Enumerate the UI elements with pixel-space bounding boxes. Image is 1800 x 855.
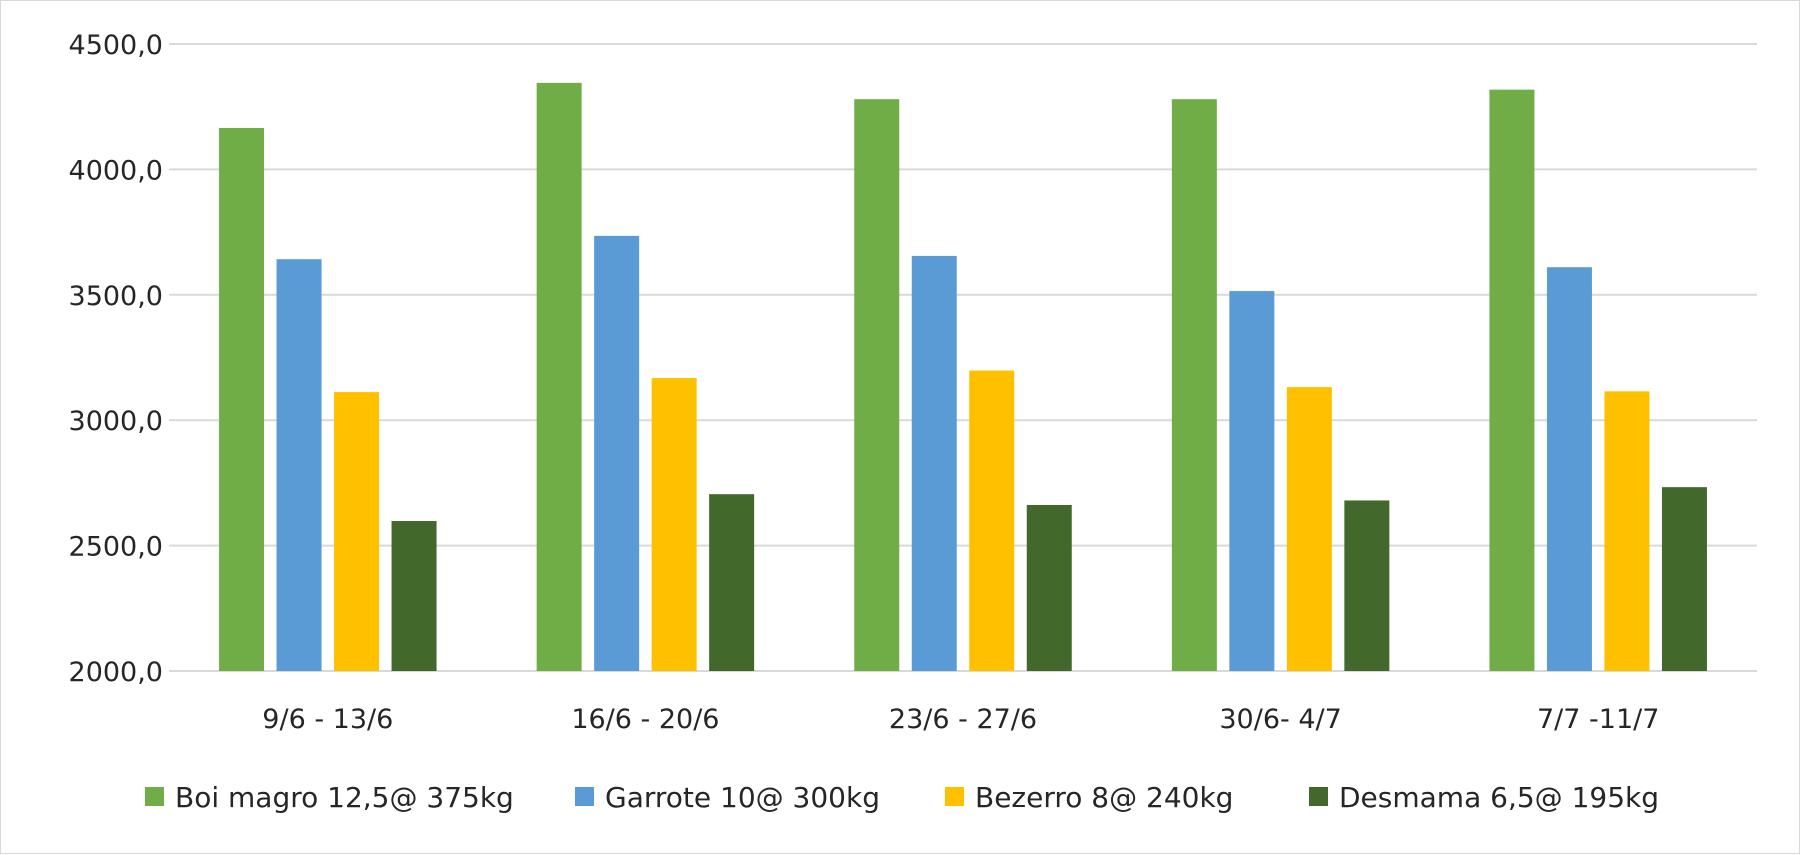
bar <box>391 521 437 671</box>
bar <box>911 255 957 671</box>
x-category-label: 7/7 -11/7 <box>1537 704 1659 735</box>
bar <box>219 128 265 671</box>
bar <box>536 82 582 671</box>
y-tick-label: 2500,0 <box>69 532 163 563</box>
legend-label: Bezerro 8@ 240kg <box>975 781 1233 814</box>
x-category-label: 30/6- 4/7 <box>1219 704 1341 735</box>
legend-swatch <box>1309 787 1328 806</box>
y-axis-tick-labels: 2000,0 2500,0 3000,0 3500,0 4000,0 4500,0 <box>69 30 163 688</box>
x-category-label: 16/6 - 20/6 <box>571 704 719 735</box>
y-tick-label: 4500,0 <box>69 30 163 61</box>
bar <box>1344 500 1390 671</box>
bar <box>1661 487 1707 671</box>
legend-label: Garrote 10@ 300kg <box>605 781 880 814</box>
legend-label: Desmama 6,5@ 195kg <box>1339 781 1659 814</box>
bar <box>1026 504 1072 671</box>
x-category-label: 23/6 - 27/6 <box>889 704 1037 735</box>
bar <box>594 235 640 671</box>
bar <box>854 99 900 671</box>
legend-label: Boi magro 12,5@ 375kg <box>175 781 514 814</box>
bar <box>1286 387 1332 671</box>
legend-swatch <box>945 787 964 806</box>
bar <box>276 259 322 671</box>
x-category-label: 9/6 - 13/6 <box>262 704 393 735</box>
legend: Boi magro 12,5@ 375kg Garrote 10@ 300kg Be… <box>145 781 1659 814</box>
y-tick-label: 4000,0 <box>69 155 163 186</box>
bar <box>1489 89 1535 671</box>
bar <box>334 392 380 671</box>
bar <box>969 370 1015 671</box>
bar <box>651 378 697 671</box>
y-tick-label: 3000,0 <box>69 406 163 437</box>
bar <box>1546 267 1592 671</box>
bar <box>1604 391 1650 671</box>
bars <box>219 82 1707 671</box>
bar <box>1229 291 1275 671</box>
bar <box>709 494 755 671</box>
x-axis-category-labels: 9/6 - 13/6 16/6 - 20/6 23/6 - 27/6 30/6- 4/… <box>262 704 1659 735</box>
y-tick-label: 3500,0 <box>69 281 163 312</box>
legend-swatch <box>575 787 594 806</box>
y-tick-label: 2000,0 <box>69 657 163 688</box>
bar <box>1171 99 1217 671</box>
legend-swatch <box>145 787 164 806</box>
